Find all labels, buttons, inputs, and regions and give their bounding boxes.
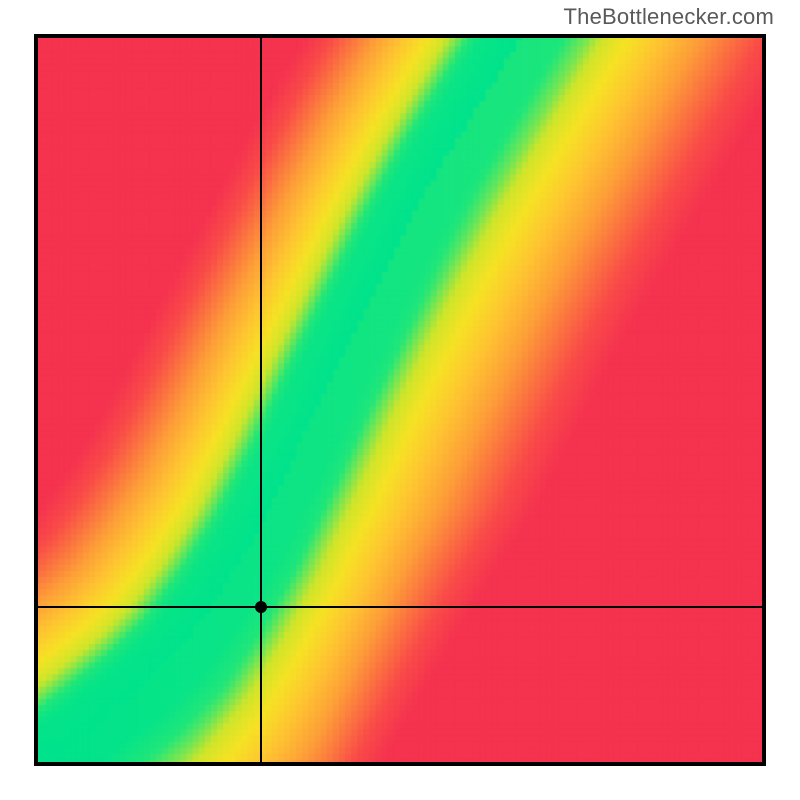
crosshair-horizontal [34,606,766,607]
plot-frame [34,34,766,766]
heatmap-canvas [34,34,766,766]
chart-container: TheBottlenecker.com [0,0,800,800]
attribution-text: TheBottlenecker.com [564,4,774,30]
marker-dot [255,601,267,613]
crosshair-vertical [260,34,261,766]
